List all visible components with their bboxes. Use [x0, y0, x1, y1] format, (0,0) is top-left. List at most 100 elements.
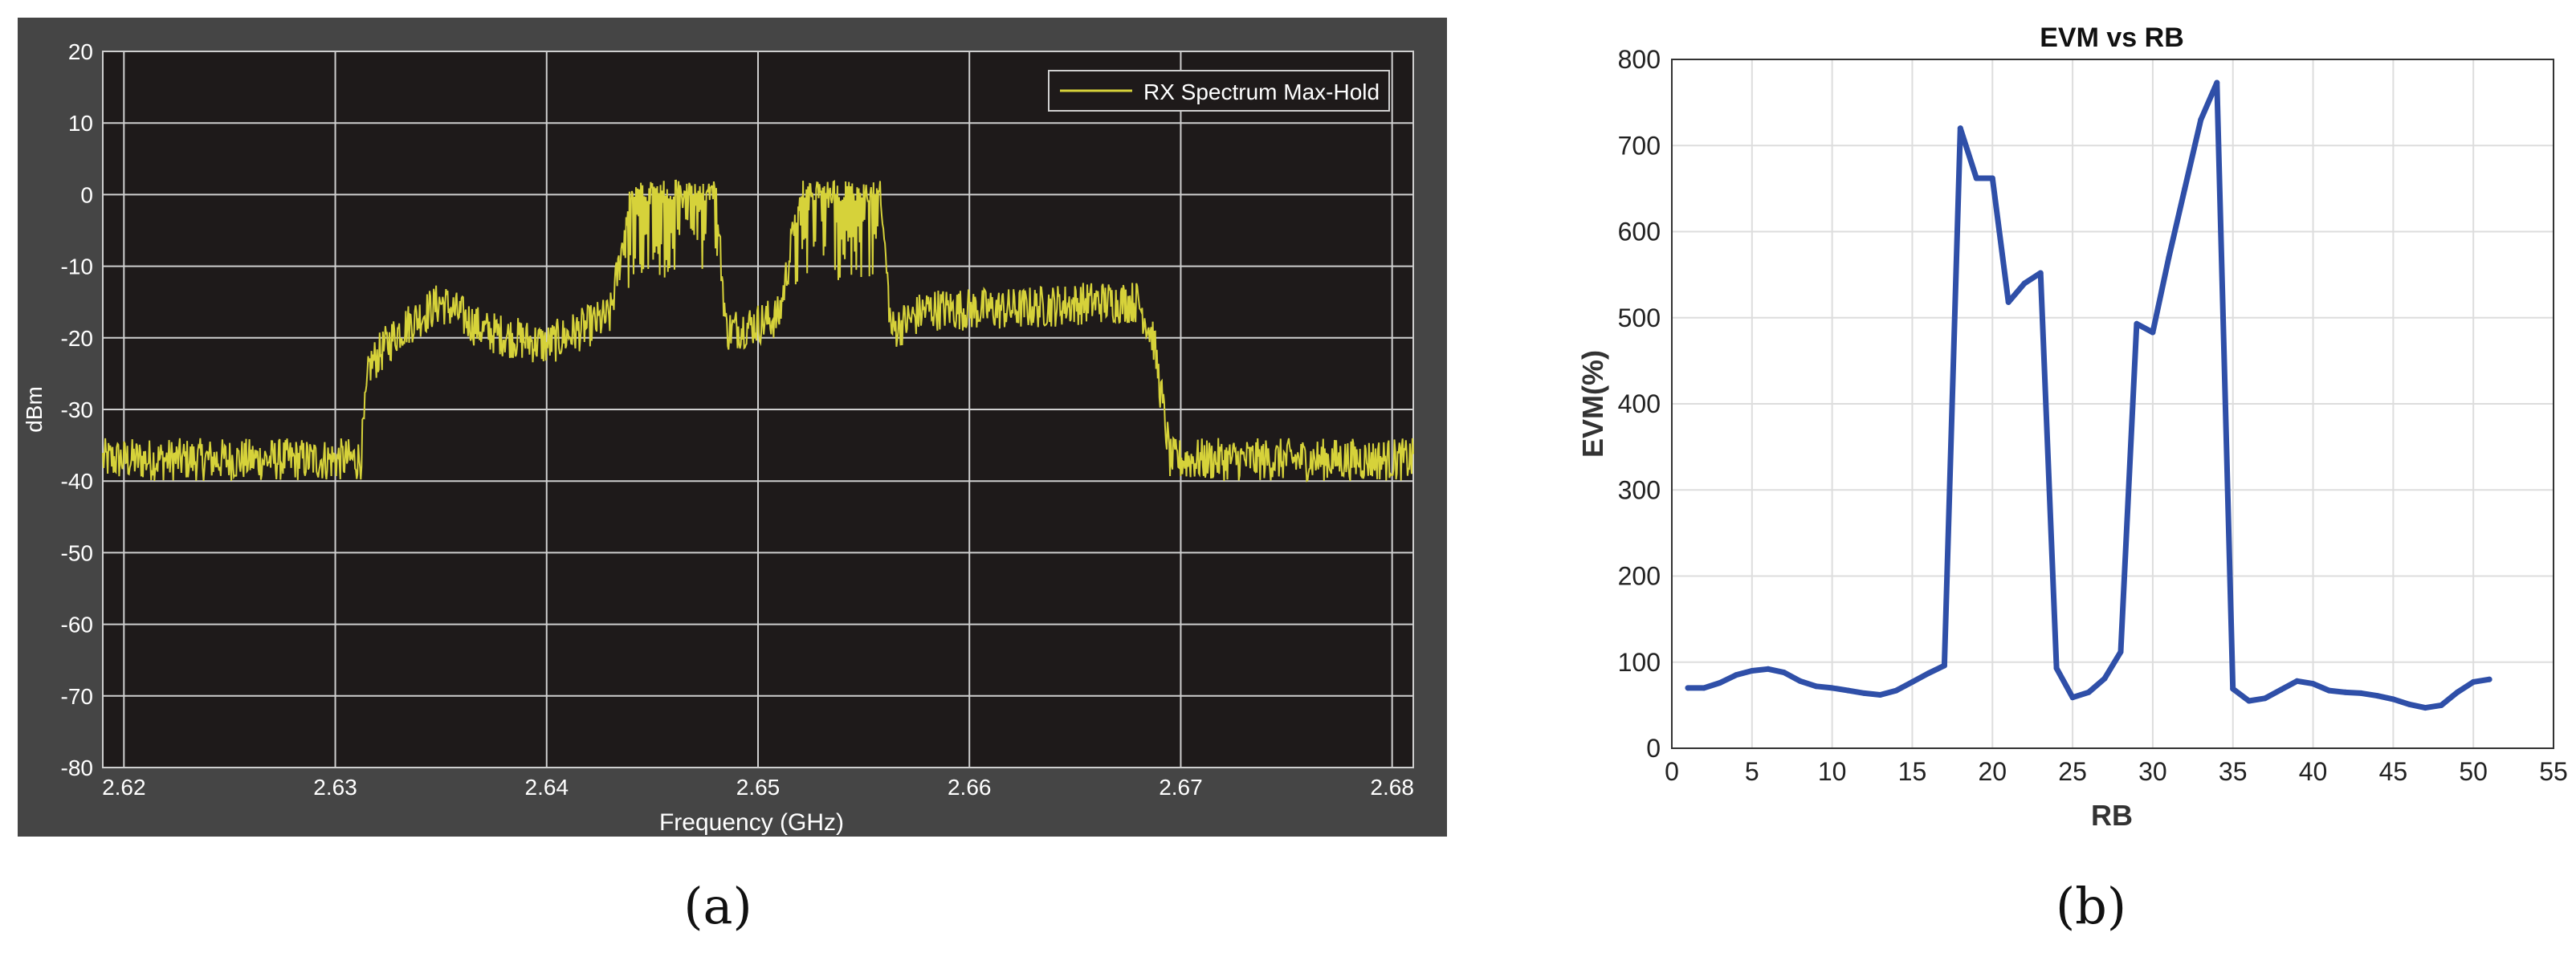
- spectrum-y-tick-label: -50: [61, 540, 93, 565]
- evm-data-point: [1733, 672, 1739, 678]
- spectrum-y-tick-label: -80: [61, 755, 93, 780]
- evm-data-point: [2470, 678, 2476, 685]
- evm-data-point: [2117, 649, 2124, 655]
- evm-data-point: [1861, 690, 1868, 696]
- evm-x-tick-label: 10: [1818, 757, 1847, 786]
- evm-data-point: [2438, 702, 2444, 708]
- evm-data-point: [2406, 701, 2412, 707]
- evm-y-axis-label: EVM(%): [1576, 350, 1609, 458]
- evm-data-point: [2358, 690, 2364, 696]
- spectrum-x-tick-label: 2.68: [1370, 775, 1414, 800]
- spectrum-grid: [102, 51, 1414, 768]
- spectrum-y-tick-label: -40: [61, 469, 93, 494]
- evm-data-point: [2182, 185, 2188, 192]
- evm-data-point: [2278, 686, 2285, 693]
- evm-data-point: [2101, 675, 2108, 682]
- evm-x-tick-label: 35: [2219, 757, 2248, 786]
- evm-y-tick-label: 700: [1618, 131, 1661, 160]
- spectrum-y-tick-label: 20: [68, 39, 93, 64]
- spectrum-y-tick-label: -60: [61, 613, 93, 637]
- evm-data-point: [1893, 687, 1899, 694]
- spectrum-x-tick-label: 2.66: [948, 775, 992, 800]
- spectrum-chart: 20 10 0 -10 -20 -30 -40 -50 -60 -70 -80 2.62 2.63 2.…: [18, 18, 1447, 837]
- panel-b-label: (b): [2056, 877, 2126, 935]
- evm-data-point: [1973, 175, 1979, 181]
- evm-y-tick-label: 600: [1618, 218, 1661, 246]
- evm-y-tick-label: 100: [1618, 648, 1661, 677]
- evm-data-point: [2486, 676, 2492, 682]
- evm-data-point: [2246, 698, 2252, 704]
- spectrum-y-tick-label: -30: [61, 397, 93, 422]
- evm-data-point: [1829, 685, 1836, 691]
- spectrum-x-ticks: 2.62 2.63 2.64 2.65 2.66 2.67 2.68: [102, 775, 1414, 800]
- evm-data-point: [1877, 692, 1883, 698]
- evm-x-axis-label: RB: [2091, 799, 2133, 832]
- evm-data-point: [2021, 280, 2028, 287]
- evm-data-point: [1685, 685, 1691, 691]
- evm-y-tick-label: 400: [1618, 389, 1661, 418]
- evm-data-point: [2262, 695, 2268, 702]
- evm-data-point: [1941, 662, 1947, 669]
- evm-data-point: [2422, 705, 2428, 711]
- evm-data-point: [2342, 689, 2348, 695]
- evm-x-tick-label: 15: [1898, 757, 1927, 786]
- evm-data-point: [1910, 678, 1915, 685]
- evm-data-point: [1797, 678, 1804, 684]
- evm-y-tick-label: 500: [1618, 303, 1661, 332]
- evm-data-point: [2390, 696, 2396, 702]
- evm-x-ticks: 0 5 10 15 20 25 30 35 40 45 50 55: [1665, 757, 2568, 786]
- spectrum-x-tick-label: 2.63: [313, 775, 357, 800]
- evm-x-tick-label: 45: [2379, 757, 2408, 786]
- spectrum-x-axis-label: Frequency (GHz): [659, 809, 844, 836]
- evm-data-point: [2085, 689, 2092, 695]
- evm-axes-box: [1671, 59, 2554, 749]
- evm-data-point: [2454, 689, 2460, 695]
- evm-data-point: [2053, 665, 2060, 671]
- spectrum-y-tick-label: -70: [61, 684, 93, 709]
- evm-data-point: [2310, 681, 2316, 687]
- evm-data-point: [2198, 116, 2204, 123]
- evm-y-tick-label: 0: [1646, 734, 1661, 763]
- spectrum-y-tick-label: -10: [61, 255, 93, 279]
- evm-data-point: [1813, 683, 1820, 690]
- evm-chart-title: EVM vs RB: [2040, 22, 2184, 53]
- spectrum-y-tick-label: 0: [80, 182, 93, 207]
- spectrum-x-tick-label: 2.67: [1159, 775, 1203, 800]
- evm-data-point: [2134, 320, 2140, 327]
- evm-data-point: [2214, 79, 2220, 86]
- evm-chart: 0 100 200 300 400 500 600 700 800 0 5 10 15 20 25 30 35…: [1576, 22, 2568, 832]
- evm-y-ticks: 0 100 200 300 400 500 600 700 800: [1618, 45, 1661, 763]
- evm-data-point: [2150, 329, 2156, 336]
- evm-y-tick-label: 200: [1618, 562, 1661, 591]
- evm-data-point: [1925, 670, 1931, 677]
- evm-x-tick-label: 30: [2138, 757, 2167, 786]
- evm-data-points: [1685, 79, 2492, 711]
- evm-data-point: [2037, 270, 2044, 276]
- evm-data-point: [2166, 255, 2172, 261]
- evm-x-tick-label: 20: [1978, 757, 2007, 786]
- evm-x-tick-label: 40: [2299, 757, 2328, 786]
- spectrum-y-tick-label: 10: [68, 111, 93, 136]
- spectrum-x-tick-label: 2.62: [102, 775, 146, 800]
- evm-x-tick-label: 55: [2539, 757, 2568, 786]
- spectrum-y-tick-label: -20: [61, 326, 93, 351]
- evm-data-point: [2294, 678, 2301, 684]
- evm-data-point: [1765, 666, 1771, 672]
- evm-data-point: [2230, 686, 2236, 692]
- spectrum-x-tick-label: 2.65: [736, 775, 781, 800]
- spectrum-y-ticks: 20 10 0 -10 -20 -30 -40 -50 -60 -70 -80: [61, 39, 93, 780]
- evm-data-point: [1749, 668, 1755, 674]
- panel-a-label: (a): [683, 877, 752, 935]
- evm-x-tick-label: 5: [1745, 757, 1759, 786]
- evm-x-tick-label: 0: [1665, 757, 1679, 786]
- evm-data-point: [2005, 299, 2011, 305]
- evm-data-point: [2326, 687, 2332, 694]
- evm-data-point: [1781, 670, 1787, 676]
- evm-data-point: [1957, 125, 1963, 132]
- rx-spectrum-trace: [102, 179, 1414, 483]
- evm-data-point: [1845, 687, 1852, 694]
- spectrum-axes-box: [102, 51, 1414, 768]
- spectrum-y-axis-label: dBm: [22, 386, 47, 433]
- evm-x-tick-label: 50: [2459, 757, 2488, 786]
